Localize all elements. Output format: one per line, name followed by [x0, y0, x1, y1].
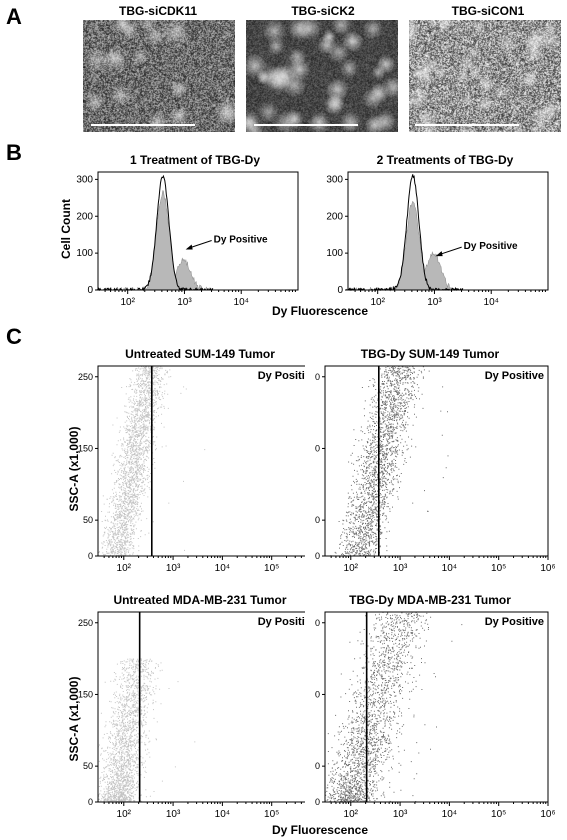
y-tick-label: 50 [315, 761, 320, 771]
y-tick-label: 150 [315, 443, 320, 453]
y-tick-label: 250 [315, 618, 320, 628]
y-tick-label: 200 [76, 211, 93, 222]
plot-frame [97, 611, 305, 803]
scatter4-title: TBG-Dy MDA-MB-231 Tumor [349, 593, 511, 607]
scatter-points [325, 612, 463, 802]
x-tick-label: 10² [117, 563, 132, 574]
gate-label: Dy Positive [485, 616, 544, 628]
plot-frame [347, 171, 549, 291]
y-tick-label: 300 [76, 174, 93, 185]
x-tick-label: 10⁶ [540, 809, 555, 820]
gate-label: Dy Positive [485, 370, 544, 382]
scatter-untreated-sum149: Dy Positive 0 50 150 250 10² 10³ 10⁴ 10⁵ [78, 365, 305, 574]
y-tick-label: 0 [315, 797, 320, 807]
plot-frame [324, 365, 549, 557]
scatter-points [330, 366, 449, 556]
y-tick-label: 50 [315, 515, 320, 525]
micro-title-2: TBG-siCK2 [291, 4, 355, 18]
panel-letter-b: B [6, 140, 22, 165]
scatter-points [98, 366, 206, 556]
annotation-arrowhead [435, 251, 443, 257]
y-tick-label: 0 [87, 285, 93, 296]
scatter2-title: TBG-Dy SUM-149 Tumor [360, 347, 500, 361]
y-tick-label: 0 [315, 551, 320, 561]
x-tick-label: 10² [117, 809, 132, 820]
x-tick-label: 10⁴ [215, 809, 230, 820]
scatter-tbgdy-mdamb231: Dy Positive 0 50 150 250 10² 10³ 10⁴ 10⁵ 10⁶ [315, 611, 556, 820]
histogram-2-treatments: 0 100 200 300 10² 10³ 10⁴ Dy Positive [326, 171, 549, 306]
panel-letter-a: A [6, 4, 22, 29]
histogram-1-treatment: 0 100 200 300 10² 10³ 10⁴ Dy Positive [76, 171, 299, 306]
scatter3-title: Untreated MDA-MB-231 Tumor [113, 593, 287, 607]
hist-xlabel: Dy Fluorescence [271, 304, 369, 318]
scatter-dots [330, 366, 449, 556]
scatter-dots [98, 366, 206, 556]
x-tick-label: 10⁴ [215, 563, 230, 574]
y-tick-label: 0 [88, 797, 93, 807]
y-tick-label: 250 [78, 618, 93, 628]
scatter-untreated-mdamb231: Dy Positive 0 50 150 250 10² 10³ 10⁴ 10⁵ [78, 611, 305, 820]
y-tick-label: 150 [315, 689, 320, 699]
y-tick-label: 200 [326, 211, 343, 222]
y-tick-label: 0 [88, 551, 93, 561]
y-tick-label: 100 [326, 248, 343, 259]
micrograph-sicdk11 [83, 20, 235, 132]
scatter-tbgdy-sum149: Dy Positive 0 50 150 250 10² 10³ 10⁴ 10⁵ 10⁶ [315, 365, 556, 574]
micro-title-1: TBG-siCDK11 [118, 4, 198, 18]
annotation-arrowhead [185, 244, 193, 250]
y-tick-label: 150 [78, 689, 93, 699]
x-tick-label: 10² [120, 297, 135, 306]
annotation-label: Dy Positive [214, 234, 268, 245]
scale-bar [254, 124, 358, 126]
scatter1-title: Untreated SUM-149 Tumor [125, 347, 275, 361]
x-tick-label: 10³ [166, 563, 181, 574]
plot-frame [324, 611, 549, 803]
x-tick-label: 10⁴ [442, 809, 457, 820]
scale-bar [415, 124, 519, 126]
x-tick-label: 10⁵ [264, 563, 279, 574]
y-tick-label: 250 [315, 372, 320, 382]
x-tick-label: 10⁴ [234, 297, 249, 306]
scatter-dots [325, 612, 463, 802]
x-tick-label: 10² [370, 297, 385, 306]
x-tick-label: 10⁵ [264, 809, 279, 820]
x-tick-label: 10² [344, 809, 359, 820]
x-tick-label: 10⁴ [442, 563, 457, 574]
gate-label: Dy Positive [258, 370, 305, 382]
annotation-label: Dy Positive [464, 241, 518, 252]
hist2-title: 2 Treatments of TBG-Dy [376, 153, 514, 167]
scatter-dots [98, 658, 196, 802]
scale-bar [91, 124, 195, 126]
scatter-points [98, 658, 196, 802]
plot-frame [97, 171, 299, 291]
x-tick-label: 10⁶ [540, 563, 555, 574]
x-tick-label: 10³ [393, 809, 408, 820]
y-tick-label: 100 [76, 248, 93, 259]
micrograph-sick2 [246, 20, 398, 132]
y-tick-label: 300 [326, 174, 343, 185]
y-tick-label: 50 [83, 761, 93, 771]
micro-title-3: TBG-siCON1 [451, 4, 525, 18]
y-tick-label: 150 [78, 443, 93, 453]
x-tick-label: 10³ [393, 563, 408, 574]
gate-label: Dy Positive [258, 616, 305, 628]
x-tick-label: 10⁵ [491, 563, 506, 574]
x-tick-label: 10³ [427, 297, 442, 306]
x-tick-label: 10³ [166, 809, 181, 820]
x-tick-label: 10⁴ [484, 297, 499, 306]
x-tick-label: 10⁵ [491, 809, 506, 820]
x-tick-label: 10³ [177, 297, 192, 306]
y-tick-label: 250 [78, 372, 93, 382]
panel-letter-c: C [6, 324, 22, 349]
scatter-xlabel: Dy Fluorescence [271, 823, 369, 837]
x-tick-label: 10² [344, 563, 359, 574]
hist1-title: 1 Treatment of TBG-Dy [129, 153, 261, 167]
micrograph-sicon1 [409, 20, 561, 132]
y-tick-label: 0 [337, 285, 343, 296]
plot-frame [97, 365, 305, 557]
y-tick-label: 50 [83, 515, 93, 525]
